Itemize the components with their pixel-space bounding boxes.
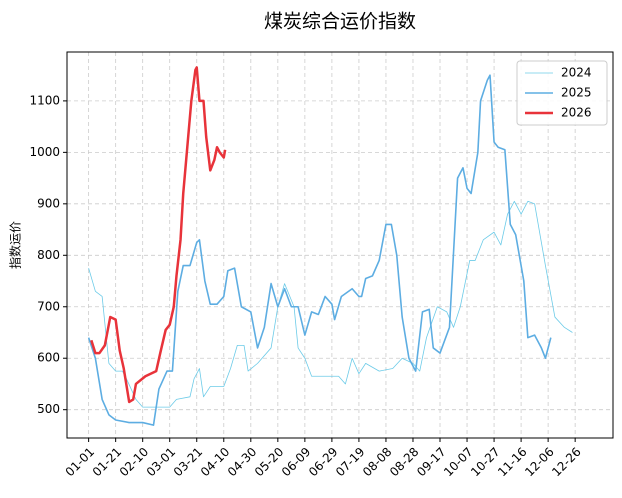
plot-frame (66, 51, 614, 439)
y-axis-label: 指数运价 (8, 221, 23, 269)
x-tick-label: 07-19 (333, 445, 368, 480)
x-tick-label: 05-20 (252, 445, 287, 480)
y-tick-label: 700 (37, 299, 60, 313)
x-tick-label: 09-17 (414, 445, 449, 480)
x-tick-label: 06-09 (279, 445, 314, 480)
x-tick-label: 01-01 (63, 445, 98, 480)
x-tick-label: 01-21 (90, 445, 125, 480)
x-tick-label: 04-30 (225, 445, 260, 480)
x-tick-label: 10-07 (441, 445, 476, 480)
legend-label: 2025 (561, 86, 592, 100)
x-tick-label: 12-06 (522, 445, 557, 480)
x-tick-label: 03-21 (171, 445, 206, 480)
legend-label: 2024 (561, 66, 592, 80)
y-tick-label: 800 (37, 248, 60, 262)
series-line (88, 200, 573, 408)
chart-title: 煤炭综合运价指数 (264, 11, 416, 33)
y-tick-label: 1100 (29, 93, 60, 107)
legend-label: 2026 (561, 106, 592, 120)
y-tick-label: 900 (37, 196, 60, 210)
y-tick-label: 1000 (29, 145, 60, 159)
x-tick-label: 11-16 (495, 445, 530, 480)
legend-box (516, 60, 608, 126)
series-line (87, 74, 552, 426)
x-tick-label: 08-28 (387, 445, 422, 480)
x-tick-label: 12-26 (549, 445, 584, 480)
y-tick-label: 600 (37, 351, 60, 365)
x-tick-label: 04-10 (198, 445, 233, 480)
x-tick-label: 03-01 (144, 445, 179, 480)
series-line (90, 66, 227, 404)
x-tick-label: 06-29 (306, 445, 341, 480)
y-tick-label: 500 (37, 402, 60, 416)
x-tick-label: 02-10 (117, 445, 152, 480)
x-tick-label: 10-27 (468, 445, 503, 480)
x-tick-label: 08-08 (360, 445, 395, 480)
